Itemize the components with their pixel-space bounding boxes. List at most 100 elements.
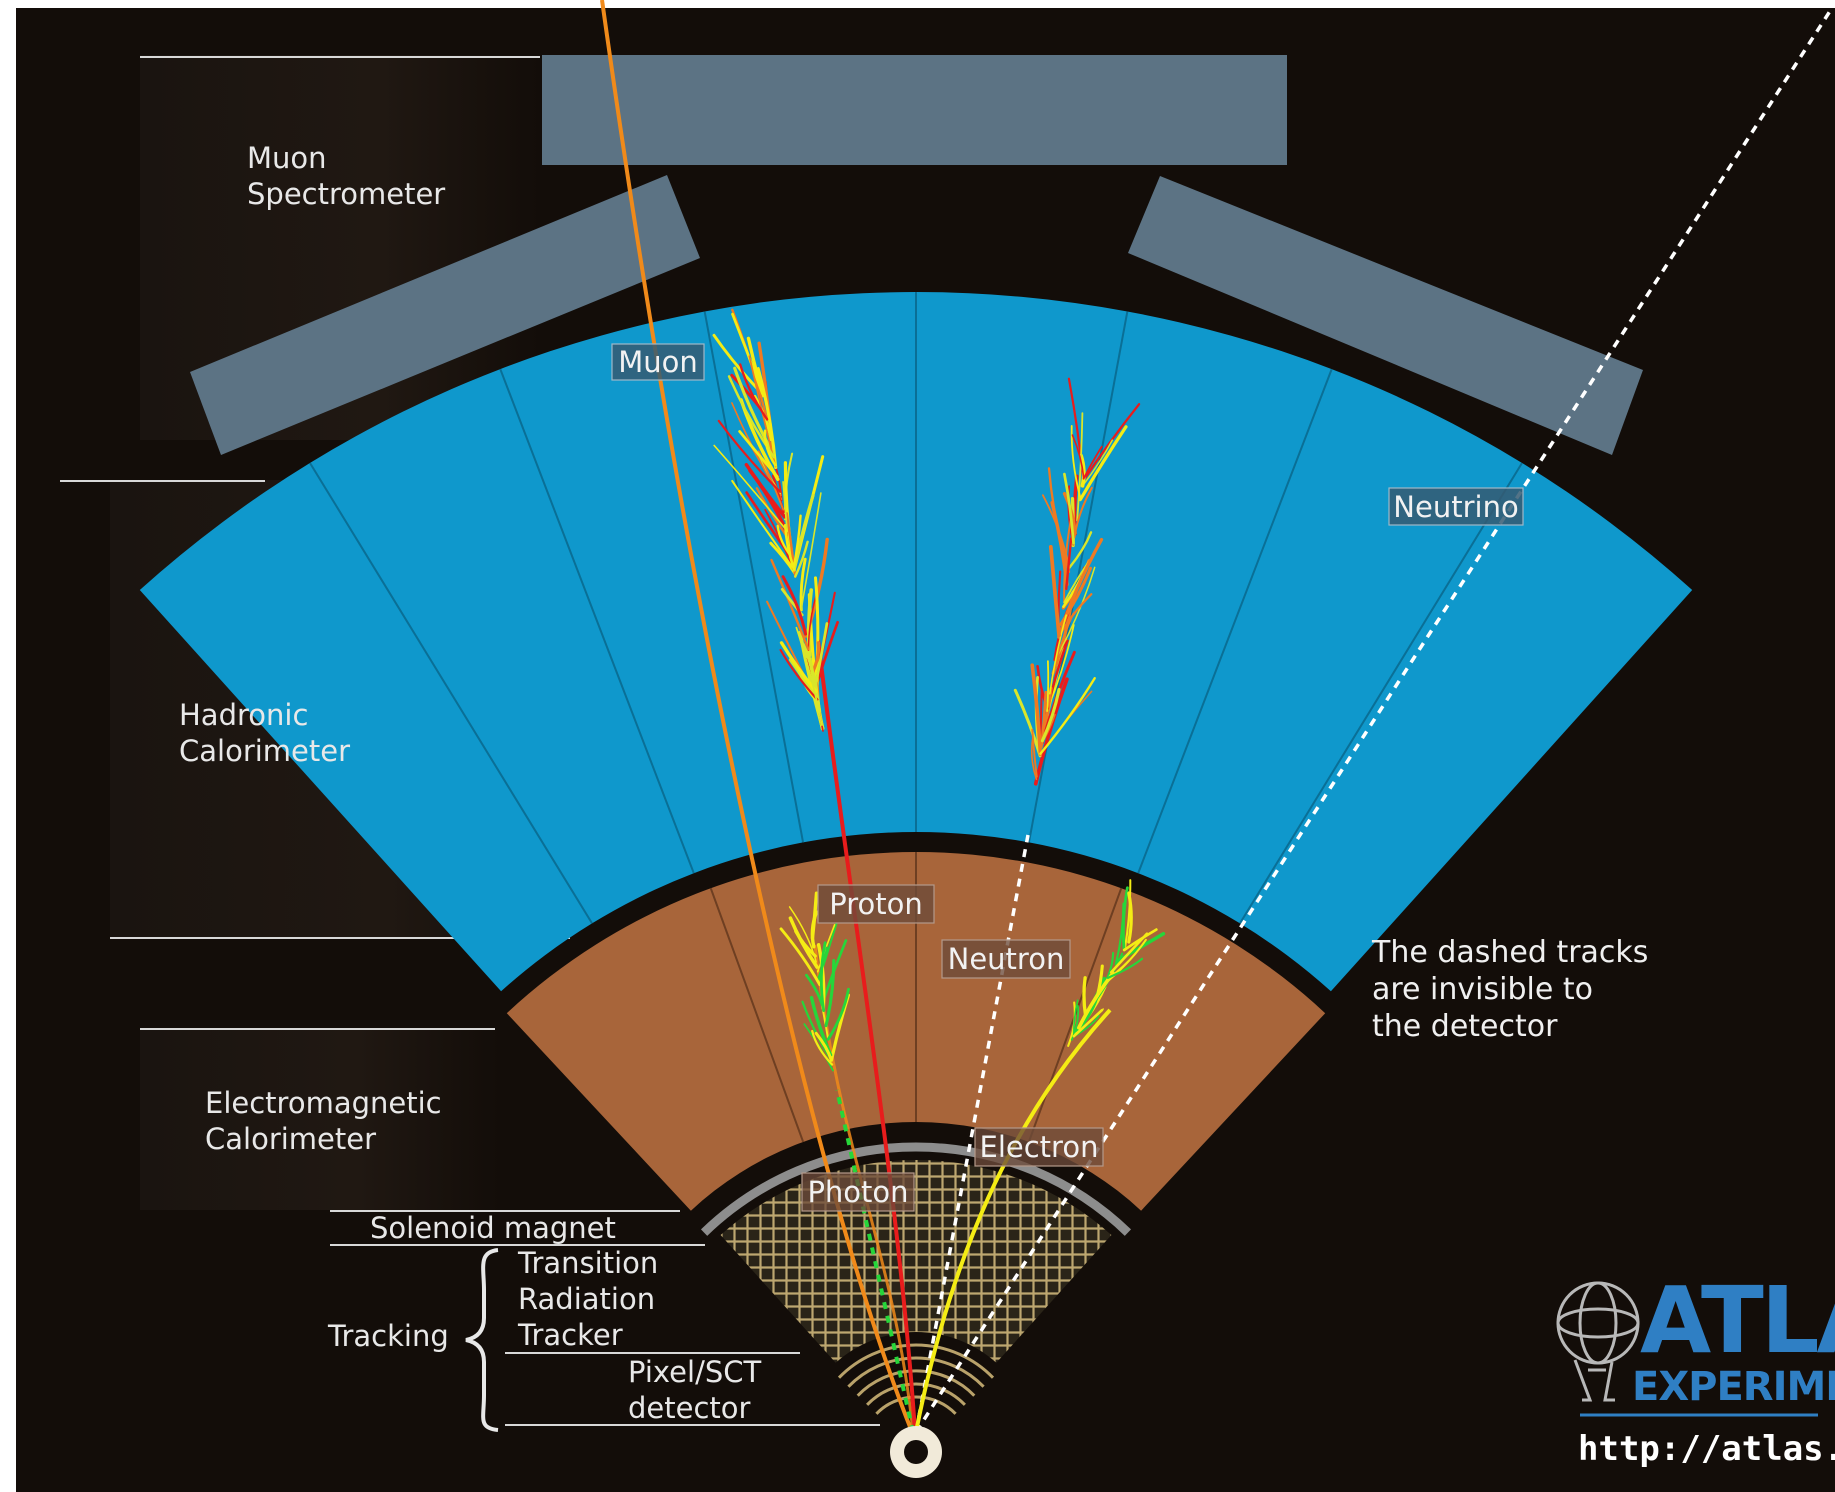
neutrino-track <box>914 7 1834 1433</box>
dashed-tracks-note-1: The dashed tracks <box>1371 935 1648 970</box>
neutron-shower-branch <box>1030 663 1043 756</box>
photon-shower-branch <box>779 927 822 987</box>
photon-track <box>835 1089 915 1433</box>
proton-shower-branch <box>731 479 795 571</box>
em-calorimeter-label-1: Electromagnetic <box>205 1086 442 1120</box>
pixel-sct-layer <box>856 1369 976 1397</box>
electron-shower-branch <box>1103 938 1147 986</box>
neutron-shower-branch <box>1033 677 1069 786</box>
beam-pipe <box>890 1426 942 1478</box>
photon-shower-branch <box>824 958 836 1028</box>
muon-chambers <box>190 55 1643 455</box>
proton-shower-branch <box>739 363 769 421</box>
trt-label-1: Transition <box>517 1246 658 1280</box>
neutron-tag: Neutron <box>941 939 1071 979</box>
neutron-shower-branch <box>1046 660 1050 712</box>
pixel-sct-layer <box>847 1356 985 1388</box>
solenoid-magnet <box>700 1142 1132 1236</box>
hadronic-cell-divider <box>298 445 604 941</box>
neutron-track <box>914 834 1030 1433</box>
electron-shower-branch <box>1106 957 1144 979</box>
tracking-brace <box>465 1248 499 1432</box>
photon-shower-branch <box>817 946 828 979</box>
hadronic-calorimeter-label-1: Hadronic <box>179 698 308 732</box>
neutrino-tag: Neutrino <box>1388 487 1524 526</box>
hadronic-calorimeter-label-2: Calorimeter <box>179 734 350 768</box>
muon-tag: Muon <box>611 343 705 381</box>
tracking-label: Tracking <box>327 1319 449 1353</box>
neutron-shower-branch <box>1081 439 1114 487</box>
proton-shower-branch <box>794 540 809 578</box>
proton-shower-branch <box>733 366 775 456</box>
photon-shower-branch <box>811 1029 834 1066</box>
hadronic-cell-divider <box>1130 350 1340 893</box>
atlas-logo: ATLAS EXPERIMENT http://atlas.ch <box>1556 1267 1835 1469</box>
particle-showers <box>712 308 1166 1072</box>
dashed-tracks-note-3: the detector <box>1372 1009 1558 1044</box>
neutron-shower-branch <box>1076 412 1084 522</box>
neutron-shower-branch <box>1065 537 1073 591</box>
muon-chamber-right <box>1128 176 1643 455</box>
neutron-shower-branch <box>1047 467 1071 573</box>
muon-tag-text: Muon <box>618 345 698 379</box>
electron-track <box>914 1008 1112 1433</box>
neutron-tag-box <box>941 939 1071 979</box>
proton-shower-branch <box>770 558 810 651</box>
proton-shower-branch <box>792 514 802 569</box>
electron-tag-box <box>974 1127 1104 1167</box>
em-band <box>140 1030 500 1210</box>
neutron-shower-branch <box>1040 690 1048 749</box>
pixel-sct-layers <box>837 1343 995 1415</box>
electron-tag: Electron <box>974 1127 1104 1167</box>
neutron-shower-branch <box>1048 544 1061 638</box>
photon-shower-branch <box>814 1031 833 1062</box>
neutron-shower-branch <box>1054 566 1096 661</box>
atlas-logo-title: ATLAS <box>1640 1267 1835 1374</box>
proton-shower-branch <box>782 481 788 532</box>
neutron-shower-branch <box>1078 425 1128 502</box>
proton-shower-branch <box>795 626 823 726</box>
proton-shower-branch <box>744 462 787 519</box>
hadronic-cell-divider <box>1228 445 1534 941</box>
proton-shower-branch <box>800 492 822 611</box>
neutrino-tag-box <box>1388 487 1524 526</box>
neutron-shower-branch <box>1031 728 1038 778</box>
neutron-shower-branch <box>1063 472 1075 545</box>
muon-chamber-top <box>542 55 1287 165</box>
photon-shower-branch <box>810 891 819 940</box>
neutron-shower-branch <box>1049 614 1067 695</box>
muon-tag-box <box>611 343 705 381</box>
neutron-shower-branch <box>1068 531 1093 569</box>
neutron-shower-branch <box>1039 677 1096 755</box>
neutron-shower-branch <box>1040 687 1061 743</box>
pixel-sct-layer <box>866 1382 966 1406</box>
muon-spectrometer-label-2: Spectrometer <box>247 177 445 211</box>
neutron-shower-branch <box>1082 445 1103 480</box>
dashed-tracks-note-2: are invisible to <box>1372 972 1593 1007</box>
hadronic-cell-divider <box>700 292 808 863</box>
atlas-logo-subtitle: EXPERIMENT <box>1632 1364 1835 1410</box>
solenoid-label: Solenoid magnet <box>370 1211 616 1245</box>
electron-tag-text: Electron <box>980 1130 1099 1164</box>
neutron-shower-branch <box>1070 425 1082 500</box>
proton-tag: Proton <box>817 884 935 924</box>
proton-shower-branch <box>807 593 818 651</box>
photon-shower-branch <box>819 941 827 1012</box>
neutron-tag-text: Neutron <box>948 942 1065 976</box>
proton-shower-branch <box>713 444 788 532</box>
proton-track <box>816 639 917 1433</box>
muon-chamber-left <box>190 175 700 455</box>
photon-shower-branch <box>794 929 817 958</box>
proton-tag-text: Proton <box>829 887 923 921</box>
atlas-logo-url: http://atlas.ch <box>1578 1429 1835 1469</box>
proton-shower-branch <box>717 419 782 493</box>
pixel-label-2: detector <box>628 1391 751 1425</box>
trt-label-2: Radiation <box>518 1282 655 1316</box>
pixel-sct-layer <box>875 1395 957 1415</box>
atlas-figure-icon <box>1556 1281 1640 1402</box>
proton-shower-branch <box>781 575 808 636</box>
electron-shower-branch <box>1127 891 1133 944</box>
muon-track <box>600 0 914 1433</box>
hadronic-calorimeter <box>139 292 1693 992</box>
